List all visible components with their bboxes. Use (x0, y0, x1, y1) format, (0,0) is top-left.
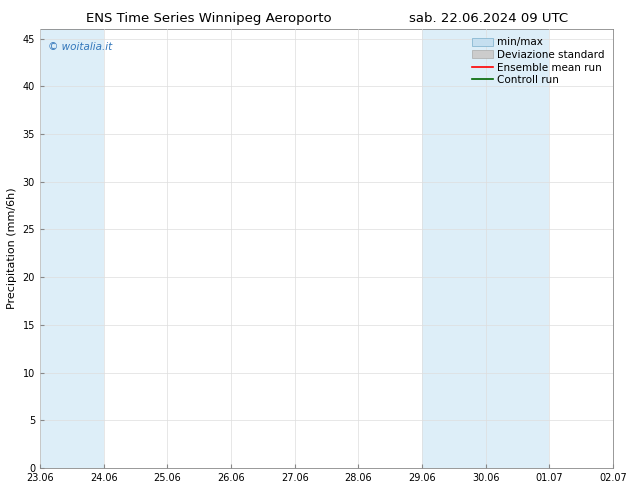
Y-axis label: Precipitation (mm/6h): Precipitation (mm/6h) (7, 188, 17, 309)
Text: sab. 22.06.2024 09 UTC: sab. 22.06.2024 09 UTC (409, 12, 567, 25)
Text: © woitalia.it: © woitalia.it (48, 42, 113, 52)
Bar (40, 29, 103, 468)
Legend: min/max, Deviazione standard, Ensemble mean run, Controll run: min/max, Deviazione standard, Ensemble m… (469, 34, 608, 88)
Text: ENS Time Series Winnipeg Aeroporto: ENS Time Series Winnipeg Aeroporto (86, 12, 332, 25)
Bar (613, 29, 634, 468)
Bar (422, 29, 550, 468)
